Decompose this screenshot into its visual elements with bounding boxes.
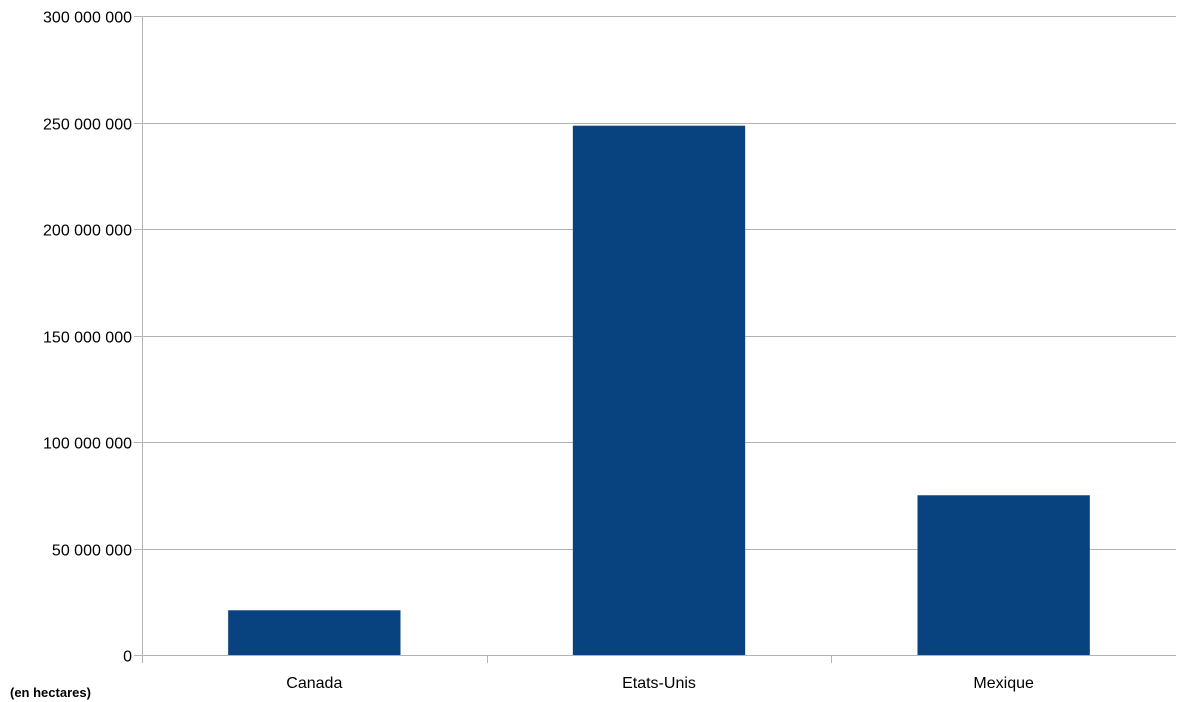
unit-note: (en hectares) xyxy=(10,685,91,700)
y-tick-label: 50 000 000 xyxy=(52,543,132,560)
x-tick-label: Etats-Unis xyxy=(622,675,696,692)
axes xyxy=(134,16,832,663)
x-tick-label: Canada xyxy=(286,675,342,692)
bar-etats-unis xyxy=(572,125,746,655)
y-tick-label: 150 000 000 xyxy=(43,330,132,347)
y-axis-tick-labels: 0 50 000 000 100 000 000 150 000 000 200 000… xyxy=(43,10,132,666)
x-axis-tick-labels: Canada Etats-Unis Mexique xyxy=(286,675,1034,692)
bar-canada xyxy=(228,610,401,655)
bars xyxy=(228,125,1090,655)
bar-mexique xyxy=(917,495,1090,655)
y-tick-label: 200 000 000 xyxy=(43,223,132,240)
x-tick-label: Mexique xyxy=(973,675,1034,692)
y-tick-label: 250 000 000 xyxy=(43,117,132,134)
y-tick-label: 0 xyxy=(123,649,132,666)
y-tick-label: 100 000 000 xyxy=(43,436,132,453)
y-tick-label: 300 000 000 xyxy=(43,10,132,27)
